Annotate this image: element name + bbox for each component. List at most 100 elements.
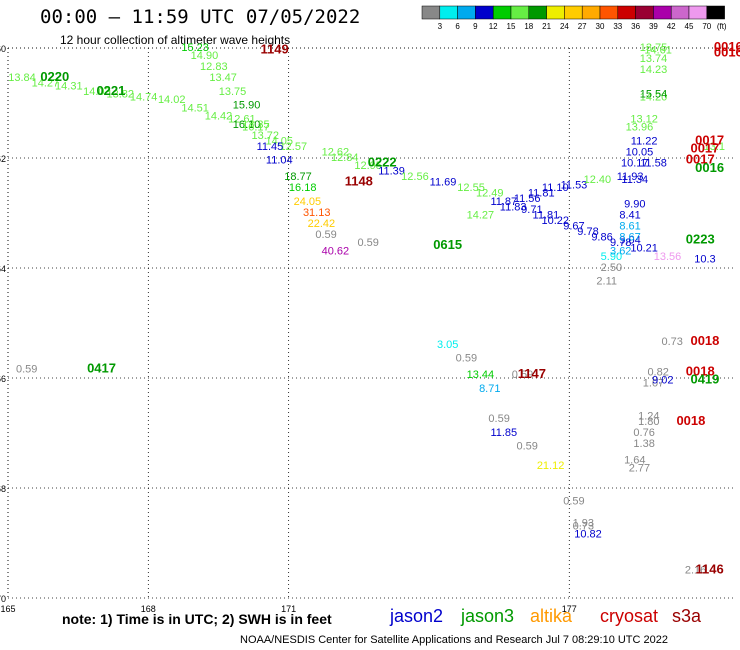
footer-credit: NOAA/NESDIS Center for Satellite Applica… xyxy=(240,634,669,646)
colorbar-swatch xyxy=(581,5,601,20)
data-point-label: 10.3 xyxy=(694,254,715,266)
data-point-label: 12.56 xyxy=(401,171,429,183)
data-point-label: 0.59 xyxy=(516,441,537,453)
time-labels: 0220 0221 1149 1148 0222 0615 1147 0417 0223 0018… xyxy=(40,39,740,577)
data-point-label: 0.59 xyxy=(488,413,509,425)
data-point-label: 16.17 xyxy=(242,122,270,134)
data-point-label: 13.1 xyxy=(704,141,725,153)
data-point-label: 14.23 xyxy=(640,64,668,76)
data-point-label: 11.04 xyxy=(266,155,293,167)
data-point-label: 21.12 xyxy=(537,460,565,472)
colorbar-unit: (ft) xyxy=(717,22,727,31)
pass-time-label: 0018 xyxy=(690,333,719,348)
data-point-label: 0.59 xyxy=(315,229,336,241)
data-point-label: 14.02 xyxy=(158,94,186,106)
data-point-label: 14.20 xyxy=(640,91,668,103)
data-point-label: 16.18 xyxy=(289,182,317,194)
x-tick-label: 171 xyxy=(281,604,296,614)
data-point-label: 9.86 xyxy=(591,232,612,244)
colorbar-swatch xyxy=(457,5,476,20)
pass-time-label: 1148 xyxy=(345,174,373,189)
data-point-label: 13.84 xyxy=(8,72,36,84)
data-point-label: 11.81 xyxy=(528,188,555,200)
data-point-label: 12.61 xyxy=(228,113,256,125)
colorbar-tick-label: 9 xyxy=(473,22,478,31)
data-point-label: 0.82 xyxy=(647,366,668,378)
data-point-label: 13.96 xyxy=(626,122,654,134)
pass-time-label: 1147 xyxy=(518,366,546,381)
colorbar-swatch xyxy=(635,5,654,20)
data-point-label: 14.42 xyxy=(205,111,233,123)
data-point-label: 2.11 xyxy=(596,276,617,288)
data-point-label: 9.78 xyxy=(610,237,631,249)
chart-grid xyxy=(7,47,733,599)
colorbar-tick-label: 33 xyxy=(613,22,622,31)
data-point-label: 15.90 xyxy=(233,100,261,112)
y-tick-label: -64 xyxy=(0,264,6,274)
data-point-label: 11.93 xyxy=(617,171,644,183)
pass-time-label: 0417 xyxy=(87,361,116,376)
colorbar-swatch xyxy=(564,5,583,20)
data-point-label: 1.07 xyxy=(643,377,664,389)
colorbar-tick-label: 6 xyxy=(455,22,460,31)
data-point-label: 9.78 xyxy=(577,226,598,238)
data-point-label: 12.40 xyxy=(584,174,612,186)
colorbar-tick-label: 70 xyxy=(702,22,711,31)
y-tick-label: -62 xyxy=(0,154,6,164)
data-point-label: 5.90 xyxy=(601,251,622,263)
pass-time-label: 0016 xyxy=(695,160,724,175)
colorbar-swatch xyxy=(546,5,565,20)
data-point-label: 12.83 xyxy=(200,61,228,73)
colorbar-tick-label: 30 xyxy=(596,22,605,31)
data-point-label: 11.87 xyxy=(490,196,517,208)
data-point-label: 0.59 xyxy=(512,369,533,381)
data-point-label: 12.57 xyxy=(280,141,308,153)
legend-altika: altika xyxy=(530,606,573,626)
data-point-label: 14.27 xyxy=(467,210,495,222)
page-title: 00:00 – 11:59 UTC 07/05/2022 xyxy=(40,6,361,28)
data-point-label: 11.10 xyxy=(542,182,569,194)
colorbar-tick-label: 3 xyxy=(438,22,443,31)
colorbar-swatch xyxy=(510,5,530,20)
data-point-label: 13.74 xyxy=(640,53,668,65)
colorbar-tick-label: 39 xyxy=(649,22,658,31)
data-point-label: 11.53 xyxy=(561,179,588,191)
colorbar: 3 6 9 12 15 18 21 24 27 30 33 36 39 42 45 70 (ft) xyxy=(421,5,727,31)
data-point-label: 10.82 xyxy=(574,529,602,541)
colorbar-swatch xyxy=(670,5,690,20)
data-point-label: 14.61 xyxy=(644,45,672,57)
colorbar-swatch xyxy=(599,5,619,20)
colorbar-tick-label: 15 xyxy=(507,22,516,31)
x-tick-label: 177 xyxy=(562,604,577,614)
data-point-label: 11.39 xyxy=(378,166,405,178)
data-point-label: 0.59 xyxy=(563,496,584,508)
data-point-label: 15.23 xyxy=(181,42,209,54)
data-point-label: 0.73 xyxy=(573,520,594,532)
data-point-label: 12.95 xyxy=(354,160,382,172)
data-point-label: 11.34 xyxy=(621,174,648,186)
data-point-label: 11.83 xyxy=(500,201,527,213)
data-point-label: 13.44 xyxy=(467,369,495,381)
data-point-label: 0.59 xyxy=(357,237,378,249)
notes-text: note: 1) Time is in UTC; 2) SWH is in fe… xyxy=(62,611,332,627)
pass-time-label: 0223 xyxy=(686,231,715,246)
data-point-label: 2.77 xyxy=(629,463,650,475)
data-point-label: 11.22 xyxy=(631,135,658,147)
data-point-label: 10.21 xyxy=(630,243,658,255)
data-point-label: 1.38 xyxy=(633,438,654,450)
colorbar-tick-label: 12 xyxy=(489,22,498,31)
y-tick-label: -66 xyxy=(0,374,6,384)
data-point-label: 8.61 xyxy=(619,221,640,233)
colorbar-swatch xyxy=(617,5,636,20)
legend-jason3: jason3 xyxy=(461,606,515,626)
data-point-label: 22.42 xyxy=(308,218,336,230)
data-point-label: 14.74 xyxy=(130,91,158,103)
pass-time-label: 0221 xyxy=(96,83,125,98)
data-point-label: 10.05 xyxy=(626,146,654,158)
data-point-label: 16.10 xyxy=(233,119,261,131)
x-tick-label: 168 xyxy=(141,604,156,614)
data-point-label: 10.17 xyxy=(621,157,649,169)
data-point-label: 13.75 xyxy=(219,86,247,98)
data-point-label: 1.24 xyxy=(638,410,659,422)
